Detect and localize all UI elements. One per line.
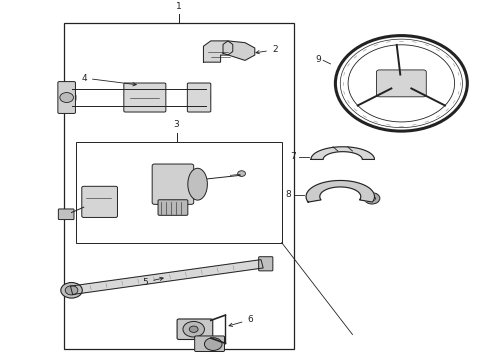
Circle shape [204,338,222,351]
Bar [76,142,282,243]
Circle shape [368,196,375,201]
Text: 8: 8 [286,190,292,199]
FancyBboxPatch shape [58,209,74,220]
Bar [64,23,294,349]
Text: 9: 9 [315,55,321,64]
FancyBboxPatch shape [376,70,426,97]
Polygon shape [223,41,255,60]
Circle shape [65,286,78,295]
Circle shape [61,283,82,298]
Polygon shape [71,260,263,294]
Circle shape [389,75,414,92]
Circle shape [189,326,198,332]
FancyBboxPatch shape [259,257,273,271]
Circle shape [183,321,204,337]
Polygon shape [311,147,374,159]
Polygon shape [203,41,233,62]
FancyBboxPatch shape [195,336,224,351]
Text: 6: 6 [229,315,253,327]
Text: 2: 2 [256,45,277,54]
Circle shape [238,171,245,176]
FancyBboxPatch shape [124,83,166,112]
Text: 1: 1 [176,2,182,11]
Text: 7: 7 [291,152,296,161]
Text: 4: 4 [81,73,136,86]
Ellipse shape [67,89,76,106]
FancyBboxPatch shape [82,186,118,217]
Text: 3: 3 [174,120,179,129]
Polygon shape [306,180,374,202]
Ellipse shape [188,168,207,200]
Text: 5: 5 [143,277,163,287]
Circle shape [60,93,74,103]
FancyBboxPatch shape [58,82,75,113]
FancyBboxPatch shape [177,319,213,339]
Circle shape [364,193,380,204]
FancyBboxPatch shape [158,200,188,215]
FancyBboxPatch shape [187,83,211,112]
Ellipse shape [201,89,210,106]
FancyBboxPatch shape [152,164,194,204]
